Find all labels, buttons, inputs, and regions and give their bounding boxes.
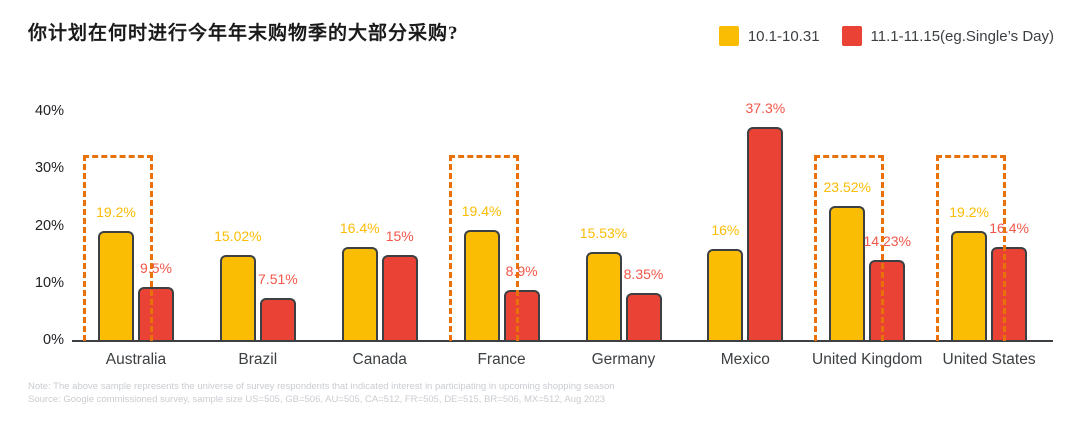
category-label-brazil: Brazil (238, 351, 278, 368)
value-label-oct-canada: 16.4% (339, 220, 380, 237)
value-label-nov-mexico: 37.3% (745, 100, 786, 117)
y-axis-tick-30: 30% (34, 160, 64, 177)
category-label-france: France (477, 351, 526, 368)
highlight-box-australia (83, 154, 153, 341)
category-label-canada: Canada (352, 351, 407, 368)
footnote-source: Source: Google commissioned survey, samp… (28, 394, 606, 405)
value-label-oct-united-kingdom: 23.52% (823, 179, 871, 196)
category-label-australia: Australia (105, 351, 167, 368)
bar-group-canada: 16.4% 15% Canada (319, 95, 441, 368)
bar-group-united-states: 19.2% 16.4% United States (928, 95, 1050, 368)
bar-oct-united-states (951, 231, 988, 341)
bar-nov-united-states (991, 247, 1028, 341)
bar-oct-france (463, 229, 500, 341)
legend-swatch-nov (841, 26, 862, 46)
value-label-oct-mexico: 16% (711, 222, 740, 239)
category-label-united-kingdom: United Kingdom (812, 351, 923, 368)
bar-chart: 19.2% 9.5% Australia 15.02% 7.51% Brazil 16.4%… (0, 95, 1080, 395)
y-axis-tick-40: 40% (34, 103, 64, 119)
bar-nov-france (503, 290, 540, 341)
category-label-united-states: United States (942, 351, 1036, 368)
category-label-mexico: Mexico (720, 351, 770, 368)
bar-oct-mexico (707, 249, 744, 341)
value-label-oct-france: 19.4% (461, 202, 502, 219)
bar-nov-germany (625, 293, 662, 341)
value-label-nov-brazil: 7.51% (258, 271, 298, 288)
bar-nov-australia (138, 286, 174, 341)
highlight-box-united-kingdom (814, 154, 885, 341)
value-label-oct-united-states: 19.2% (949, 204, 989, 221)
y-axis-tick-10: 10% (34, 274, 64, 291)
bar-oct-germany (585, 252, 622, 341)
value-label-nov-united-states: 16.4% (989, 220, 1029, 237)
value-label-oct-germany: 15.53% (579, 225, 628, 242)
bar-group-germany: 15.53% 8.35% Germany (563, 95, 685, 368)
footnote-note: Note: The above sample represents the un… (28, 381, 615, 392)
value-label-nov-france: 8.9% (505, 263, 538, 280)
value-label-nov-canada: 15% (385, 228, 414, 245)
x-axis-line (72, 340, 1053, 342)
bar-group-united-kingdom: 23.52% 14.23% United Kingdom (806, 95, 928, 368)
footnotes: Note: The above sample represents the un… (28, 380, 615, 406)
value-label-nov-germany: 8.35% (623, 266, 664, 283)
value-label-nov-united-kingdom: 14.23% (863, 232, 911, 249)
category-label-germany: Germany (591, 351, 656, 368)
y-axis-tick-0: 0% (43, 332, 64, 348)
bar-group-brazil: 15.02% 7.51% Brazil (197, 95, 319, 368)
legend-swatch-oct (718, 26, 739, 46)
legend-item-oct: 10.1-10.31 (718, 26, 820, 46)
bar-nov-mexico (747, 127, 784, 341)
bar-nov-united-kingdom (869, 259, 906, 341)
legend-label-nov: 11.1-11.15(eg.Single’s Day) (870, 27, 1054, 45)
legend: 10.1-10.31 11.1-11.15(eg.Single’s Day) (718, 26, 1054, 46)
value-label-oct-australia: 19.2% (96, 204, 136, 221)
value-label-nov-australia: 9.5% (140, 259, 172, 276)
y-axis-tick-20: 20% (34, 217, 64, 234)
bar-oct-canada (341, 247, 378, 341)
legend-label-oct: 10.1-10.31 (747, 27, 820, 45)
bar-oct-united-kingdom (829, 206, 866, 341)
bar-group-australia: 19.2% 9.5% Australia (75, 95, 197, 368)
plot-area: 19.2% 9.5% Australia 15.02% 7.51% Brazil 16.4%… (75, 95, 1050, 368)
chart-title: 你计划在何时进行今年年末购物季的大部分采购? (28, 23, 459, 44)
highlight-box-france (448, 154, 519, 341)
legend-item-nov: 11.1-11.15(eg.Single’s Day) (841, 26, 1054, 46)
bar-nov-canada (381, 255, 418, 341)
highlight-box-united-states (936, 154, 1007, 341)
bar-oct-australia (98, 231, 134, 341)
value-label-oct-brazil: 15.02% (214, 228, 262, 245)
bar-group-mexico: 16% 37.3% Mexico (684, 95, 806, 368)
bar-group-france: 19.4% 8.9% France (441, 95, 563, 368)
bar-oct-brazil (219, 255, 256, 341)
bar-nov-brazil (259, 298, 296, 341)
